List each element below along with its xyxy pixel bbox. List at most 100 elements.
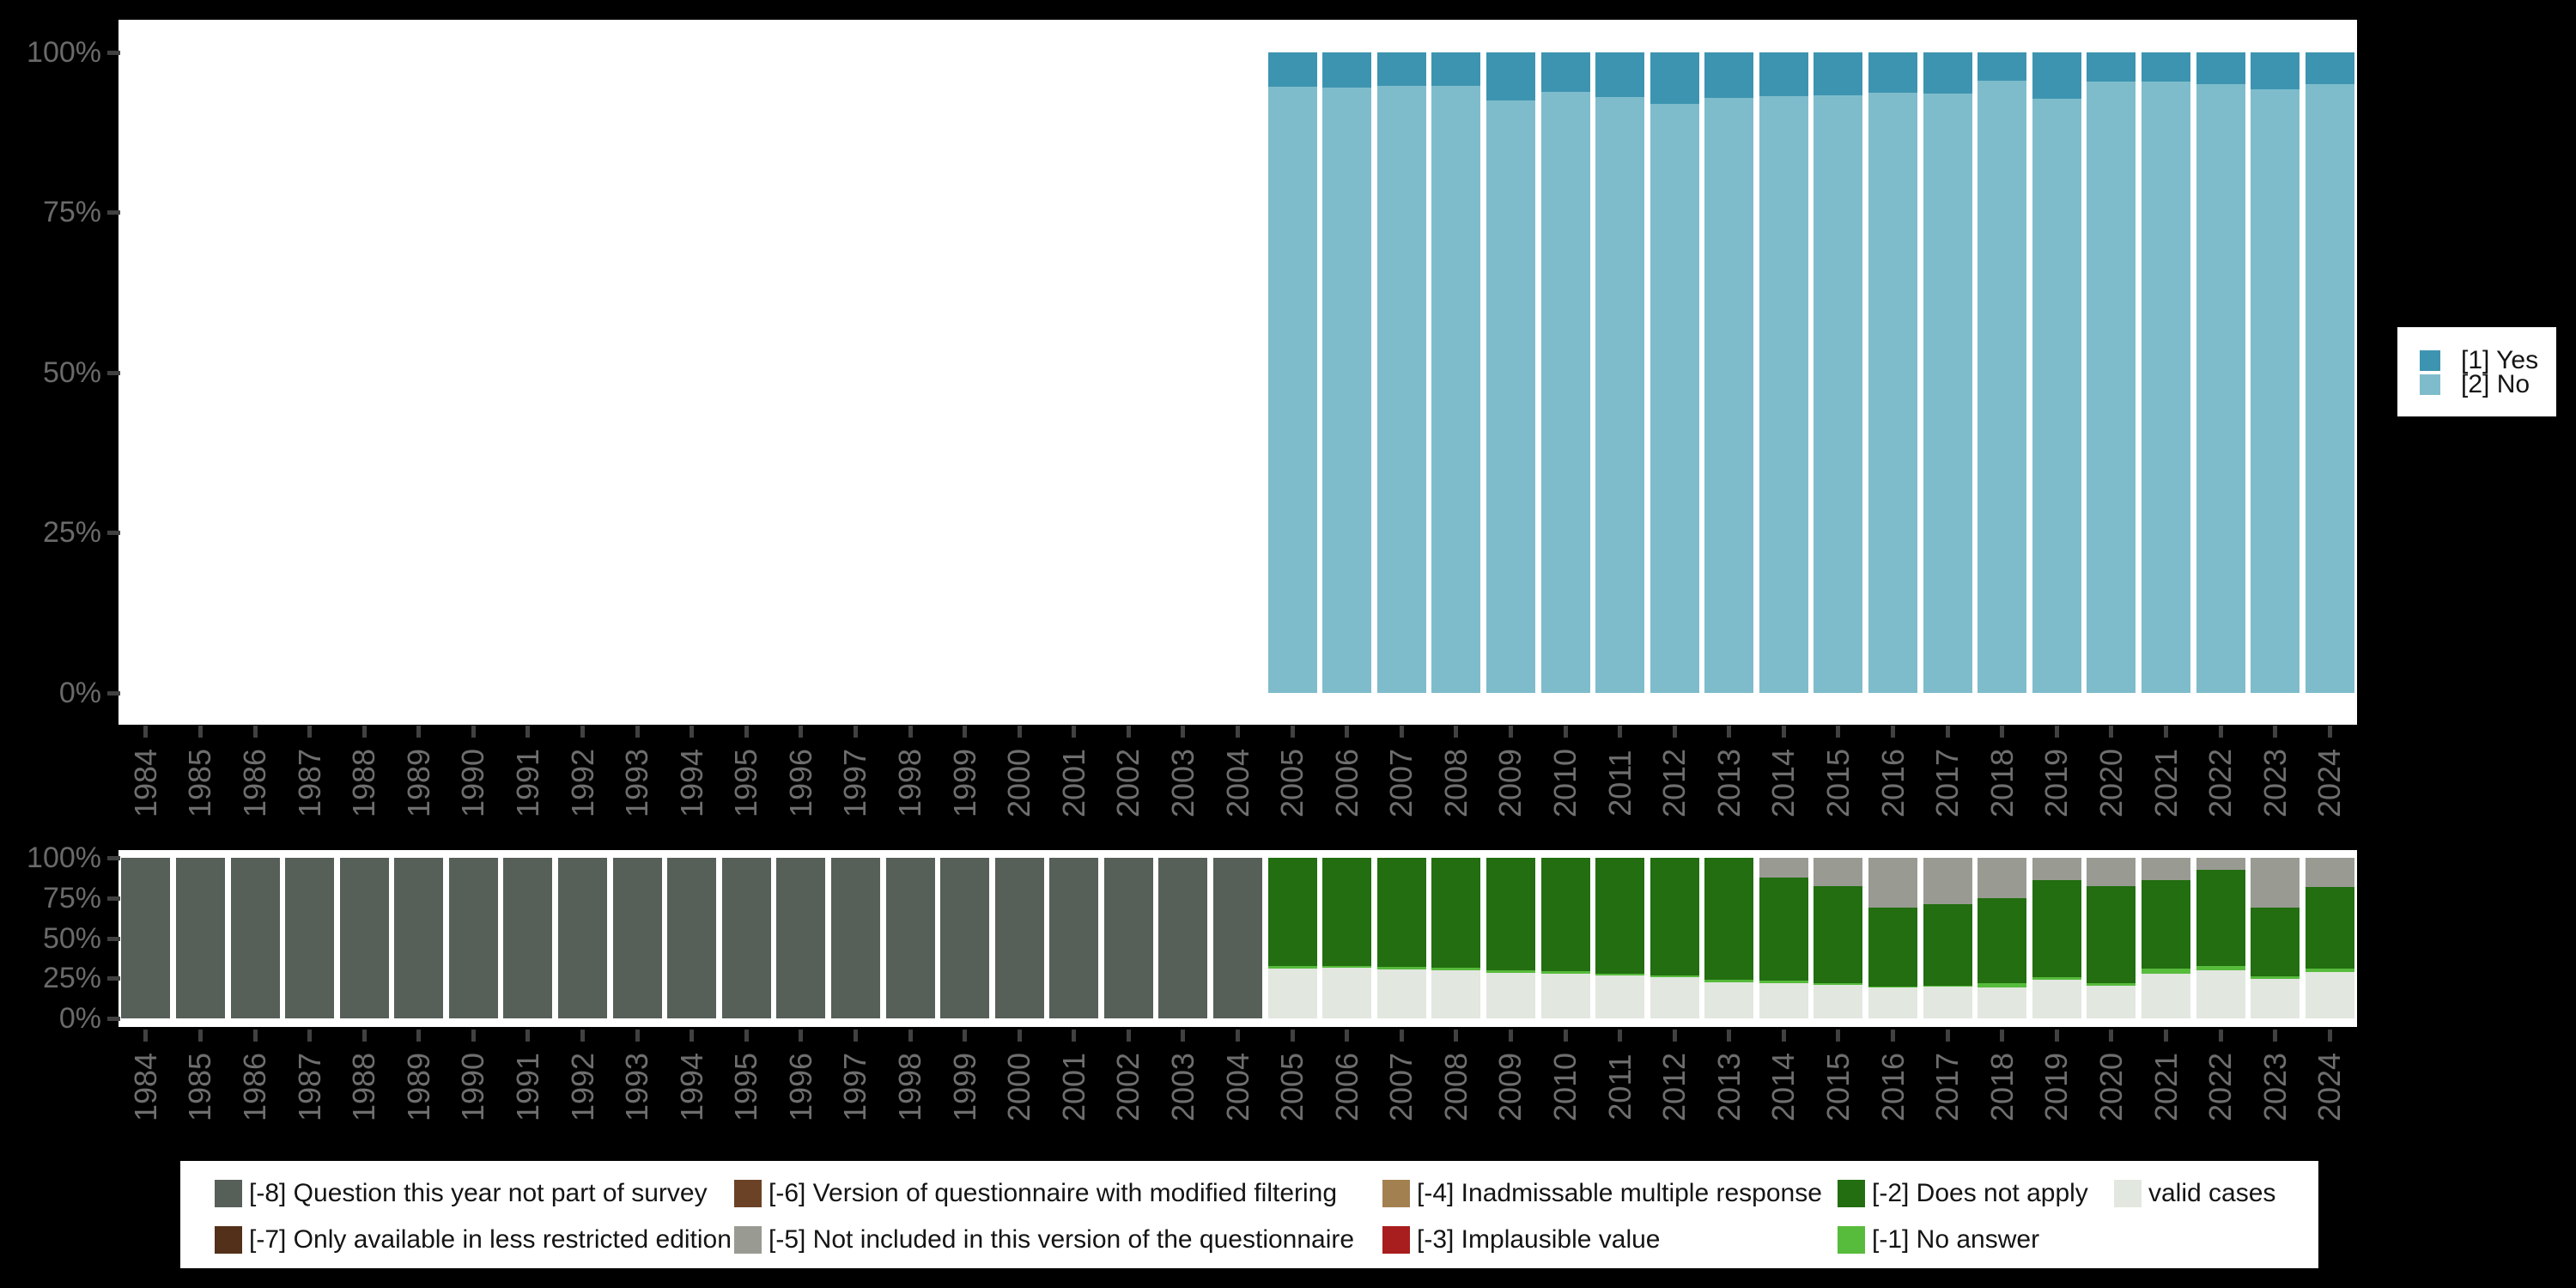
y-label-0-top: 0% bbox=[58, 677, 101, 709]
x-tick-2005-bottom bbox=[1290, 1030, 1295, 1042]
bar-segment-2017-2-does-not-apply bbox=[1923, 904, 1972, 986]
bar-segment-2020-5-not-included-in-this-version-of-the-questionnaire bbox=[2087, 858, 2136, 886]
legend-label-minus6: [-6] Version of questionnaire with modif… bbox=[769, 1179, 1338, 1207]
y-tick-0-top bbox=[107, 690, 120, 696]
x-tick-2009-bottom bbox=[1508, 1030, 1513, 1042]
bar-segment-2015-1-no-answer bbox=[1814, 982, 1863, 985]
bar-segment-2012-2-no bbox=[1649, 104, 1699, 693]
bar-segment-2019-1-yes bbox=[2032, 52, 2081, 99]
bar-segment-2021-2-no bbox=[2142, 81, 2190, 693]
y-tick-50-top bbox=[107, 370, 120, 375]
bar-segment-2010-1-no-answer bbox=[1540, 970, 1590, 974]
year-label-1992-bottom: 1992 bbox=[564, 1052, 600, 1122]
year-label-2002-bottom: 2002 bbox=[1110, 1052, 1146, 1122]
no-swatch-icon bbox=[2420, 374, 2440, 395]
x-tick-2002-bottom bbox=[1126, 1030, 1131, 1042]
bar-segment-2017-1-no-answer bbox=[1923, 985, 1972, 987]
bar-segment-2020-1-no-answer bbox=[2087, 982, 2136, 986]
x-tick-2016-top bbox=[1891, 726, 1895, 738]
bar-segment-2009-2-does-not-apply bbox=[1485, 858, 1535, 970]
bar-segment-2014-2-no bbox=[1759, 95, 1808, 693]
x-tick-1997-bottom bbox=[853, 1030, 858, 1042]
bar-segment-2018-2-no bbox=[1978, 80, 2027, 693]
bar-segment-2008-1-yes bbox=[1431, 52, 1481, 86]
bar-segment-1989-8-question-this-year-not-part-of-survey bbox=[394, 858, 444, 1018]
bar-segment-2021-1-no-answer bbox=[2142, 969, 2190, 974]
x-tick-2017-bottom bbox=[1945, 1030, 1950, 1042]
bar-segment-2015-2-no bbox=[1814, 95, 1863, 693]
x-tick-2001-top bbox=[1072, 726, 1077, 738]
year-label-2002-top: 2002 bbox=[1110, 748, 1146, 818]
x-tick-2018-top bbox=[2000, 726, 2005, 738]
bar-segment-2011-1-yes bbox=[1595, 52, 1645, 97]
bar-segment-2013-valid-cases bbox=[1704, 981, 1754, 1018]
x-tick-2023-bottom bbox=[2273, 1030, 2278, 1042]
year-label-2015-bottom: 2015 bbox=[1820, 1052, 1856, 1122]
y-label-50-top: 50% bbox=[42, 356, 101, 389]
y-label-25-top: 25% bbox=[42, 516, 101, 549]
yes-swatch-icon bbox=[2420, 350, 2440, 371]
year-label-1988-top: 1988 bbox=[346, 748, 382, 818]
year-label-1998-top: 1998 bbox=[892, 748, 927, 818]
bar-segment-2012-1-yes bbox=[1649, 52, 1699, 105]
x-tick-2018-bottom bbox=[2000, 1030, 2005, 1042]
bar-segment-2020-2-does-not-apply bbox=[2087, 885, 2136, 983]
x-tick-1995-bottom bbox=[744, 1030, 749, 1042]
bar-segment-2007-valid-cases bbox=[1376, 969, 1426, 1018]
bar-segment-2011-valid-cases bbox=[1595, 975, 1645, 1018]
bar-segment-2012-2-does-not-apply bbox=[1649, 858, 1699, 976]
bar-segment-2019-2-does-not-apply bbox=[2032, 880, 2081, 978]
x-tick-1985-top bbox=[197, 726, 203, 738]
bar-segment-2007-1-yes bbox=[1376, 52, 1426, 86]
x-tick-2020-bottom bbox=[2109, 1030, 2114, 1042]
year-label-1986-top: 1986 bbox=[237, 748, 272, 818]
x-tick-2013-bottom bbox=[1727, 1030, 1732, 1042]
year-label-1993-bottom: 1993 bbox=[619, 1052, 655, 1122]
bar-segment-1993-8-question-this-year-not-part-of-survey bbox=[612, 858, 662, 1018]
x-tick-1985-bottom bbox=[197, 1030, 203, 1042]
bar-segment-2000-8-question-this-year-not-part-of-survey bbox=[994, 858, 1044, 1018]
bar-segment-2008-1-no-answer bbox=[1431, 968, 1481, 970]
y-tick-25-top bbox=[107, 530, 120, 535]
x-tick-2022-bottom bbox=[2218, 1030, 2223, 1042]
bar-segment-2007-2-does-not-apply bbox=[1376, 858, 1426, 968]
x-tick-2012-top bbox=[1672, 726, 1677, 738]
year-label-2013-top: 2013 bbox=[1710, 748, 1747, 818]
year-label-1991-top: 1991 bbox=[509, 748, 545, 818]
legend-label-minus4: [-4] Inadmissable multiple response bbox=[1417, 1179, 1822, 1207]
bar-segment-2023-2-no bbox=[2251, 88, 2300, 693]
bar-segment-2023-5-not-included-in-this-version-of-the-questionnaire bbox=[2251, 858, 2300, 908]
y-tick-100-top bbox=[107, 50, 120, 55]
not-included-swatch-icon bbox=[734, 1226, 762, 1254]
bar-segment-2007-1-no-answer bbox=[1376, 967, 1426, 969]
x-tick-1990-bottom bbox=[471, 1030, 476, 1042]
bar-segment-1998-8-question-this-year-not-part-of-survey bbox=[885, 858, 935, 1018]
bar-segment-1987-8-question-this-year-not-part-of-survey bbox=[285, 858, 334, 1018]
year-label-2004-top: 2004 bbox=[1219, 748, 1255, 818]
x-tick-1994-top bbox=[690, 726, 695, 738]
year-label-2006-bottom: 2006 bbox=[1328, 1052, 1364, 1122]
year-label-2009-top: 2009 bbox=[1492, 748, 1528, 818]
bar-segment-2010-valid-cases bbox=[1540, 973, 1590, 1018]
year-label-1992-top: 1992 bbox=[564, 748, 600, 818]
year-label-2018-bottom: 2018 bbox=[1984, 1052, 2020, 1122]
bar-segment-2013-2-does-not-apply bbox=[1704, 858, 1754, 981]
x-tick-2008-top bbox=[1454, 726, 1459, 738]
y-tick-0-bottom bbox=[107, 1016, 120, 1021]
year-label-1985-bottom: 1985 bbox=[182, 1052, 218, 1122]
bar-segment-2014-1-no-answer bbox=[1759, 981, 1808, 983]
year-label-2018-top: 2018 bbox=[1984, 748, 2020, 818]
year-label-2009-bottom: 2009 bbox=[1492, 1052, 1528, 1122]
bar-segment-2018-1-yes bbox=[1978, 52, 2027, 81]
bar-segment-2024-1-no-answer bbox=[2305, 969, 2354, 972]
x-tick-1993-bottom bbox=[635, 1030, 640, 1042]
legend-label-minus3: [-3] Implausible value bbox=[1417, 1225, 1661, 1254]
year-label-1997-top: 1997 bbox=[837, 748, 873, 818]
bar-segment-2009-valid-cases bbox=[1485, 972, 1535, 1018]
bar-segment-2024-1-yes bbox=[2305, 52, 2354, 85]
x-tick-2019-bottom bbox=[2054, 1030, 2059, 1042]
year-label-2004-bottom: 2004 bbox=[1219, 1052, 1255, 1122]
bar-segment-2018-2-does-not-apply bbox=[1978, 897, 2027, 983]
bar-segment-1991-8-question-this-year-not-part-of-survey bbox=[503, 858, 553, 1018]
x-tick-1989-bottom bbox=[416, 1030, 422, 1042]
